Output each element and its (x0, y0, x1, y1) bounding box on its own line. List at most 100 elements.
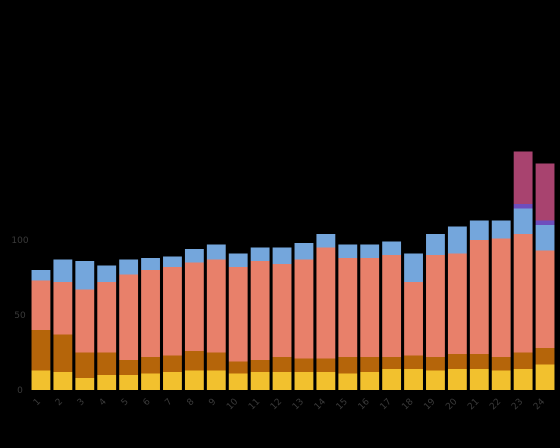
bar-segment (447, 253, 467, 354)
bar-segment (272, 264, 292, 357)
x-axis-ticks: 1 2 3 4 5 6 7 8 9 10 11 12 13 14 15 16 17 18 19 20 21 22 23 24 (32, 397, 547, 412)
x-tick-label: 3 (76, 397, 87, 408)
bar-segment (163, 372, 182, 390)
bar-segment (119, 259, 139, 275)
x-tick-label: 9 (207, 397, 218, 408)
bar-segment (141, 357, 160, 374)
x-tick-label: 1 (32, 397, 43, 408)
bar-segment (382, 369, 402, 390)
bar-segment (382, 357, 402, 369)
bar-segment (469, 240, 489, 354)
y-axis-ticks: 0 50 100 (11, 236, 28, 396)
bar-segment (228, 267, 248, 362)
bar-segment (535, 225, 555, 251)
bar-segment (97, 375, 117, 390)
bar-segment (360, 357, 380, 372)
bar-segment (119, 360, 139, 375)
x-tick-label: 16 (357, 397, 372, 412)
x-tick-label: 15 (335, 397, 350, 412)
x-tick-label: 19 (422, 397, 437, 412)
bar-segment (360, 258, 380, 357)
bar-segment (272, 372, 292, 390)
bar-segment (316, 358, 336, 372)
bar-segment (119, 274, 139, 360)
bar-segment (513, 204, 533, 209)
bar-segment (97, 265, 117, 282)
bar-segment (163, 256, 182, 267)
bar-segment (535, 163, 555, 221)
bar-segment (294, 372, 314, 390)
bar-segment (360, 244, 380, 258)
x-tick-label: 8 (185, 397, 196, 408)
bar-segment (119, 375, 139, 390)
bar-segment (206, 244, 226, 260)
bar-segment (382, 255, 402, 357)
x-tick-label: 23 (510, 397, 525, 412)
bar-segment (250, 261, 270, 360)
bar-segment (535, 364, 555, 390)
bar-segment (141, 373, 160, 390)
bar-segment (426, 234, 445, 255)
bar-segment (447, 354, 467, 369)
bar-segment (228, 253, 248, 267)
bar-segment (250, 360, 270, 372)
bar-segment (53, 372, 73, 390)
bar-segment (469, 354, 489, 369)
bar-segment (426, 357, 445, 371)
x-tick-label: 4 (98, 397, 109, 408)
bar-segment (491, 238, 511, 357)
x-tick-label: 22 (488, 397, 503, 412)
bar-segment (294, 259, 314, 359)
bar-segment (163, 355, 182, 372)
y-tick-label: 100 (11, 236, 28, 246)
bar-segment (141, 258, 160, 270)
x-tick-label: 24 (532, 397, 547, 412)
x-tick-label: 14 (313, 397, 328, 412)
x-tick-label: 20 (444, 397, 459, 412)
bar-segment (184, 351, 204, 371)
bar-segment (206, 259, 226, 353)
y-tick-label: 0 (17, 386, 23, 396)
bar-segment (404, 282, 423, 356)
bar-segment (250, 372, 270, 390)
x-tick-label: 10 (225, 397, 240, 412)
bar-segment (184, 249, 204, 263)
bar-segment (75, 261, 95, 290)
x-tick-label: 5 (120, 397, 131, 408)
x-tick-label: 17 (379, 397, 394, 412)
bar-segment (184, 370, 204, 390)
bars-layer (31, 151, 555, 390)
bar-segment (513, 352, 533, 369)
bar-segment (338, 258, 358, 357)
bar-segment (404, 369, 423, 390)
bar-segment (316, 372, 336, 390)
bar-segment (535, 220, 555, 225)
bar-segment (184, 262, 204, 351)
bar-segment (513, 208, 533, 234)
bar-segment (228, 361, 248, 374)
bar-segment (228, 373, 248, 390)
bar-segment (338, 244, 358, 258)
bar-segment (53, 282, 73, 335)
bar-segment (469, 220, 489, 240)
bar-segment (206, 370, 226, 390)
x-tick-label: 6 (142, 397, 153, 408)
bar-segment (75, 289, 95, 353)
bar-segment (447, 369, 467, 390)
bar-segment (206, 352, 226, 371)
bar-segment (469, 369, 489, 390)
bar-segment (426, 370, 445, 390)
bar-segment (535, 250, 555, 348)
bar-segment (513, 151, 533, 204)
bar-segment (535, 348, 555, 365)
bar-segment (31, 280, 51, 330)
bar-segment (360, 372, 380, 390)
bar-segment (426, 255, 445, 357)
bar-segment (513, 234, 533, 353)
y-tick-label: 50 (14, 311, 26, 321)
bar-segment (163, 267, 182, 356)
x-tick-label: 13 (291, 397, 306, 412)
bar-segment (294, 358, 314, 372)
